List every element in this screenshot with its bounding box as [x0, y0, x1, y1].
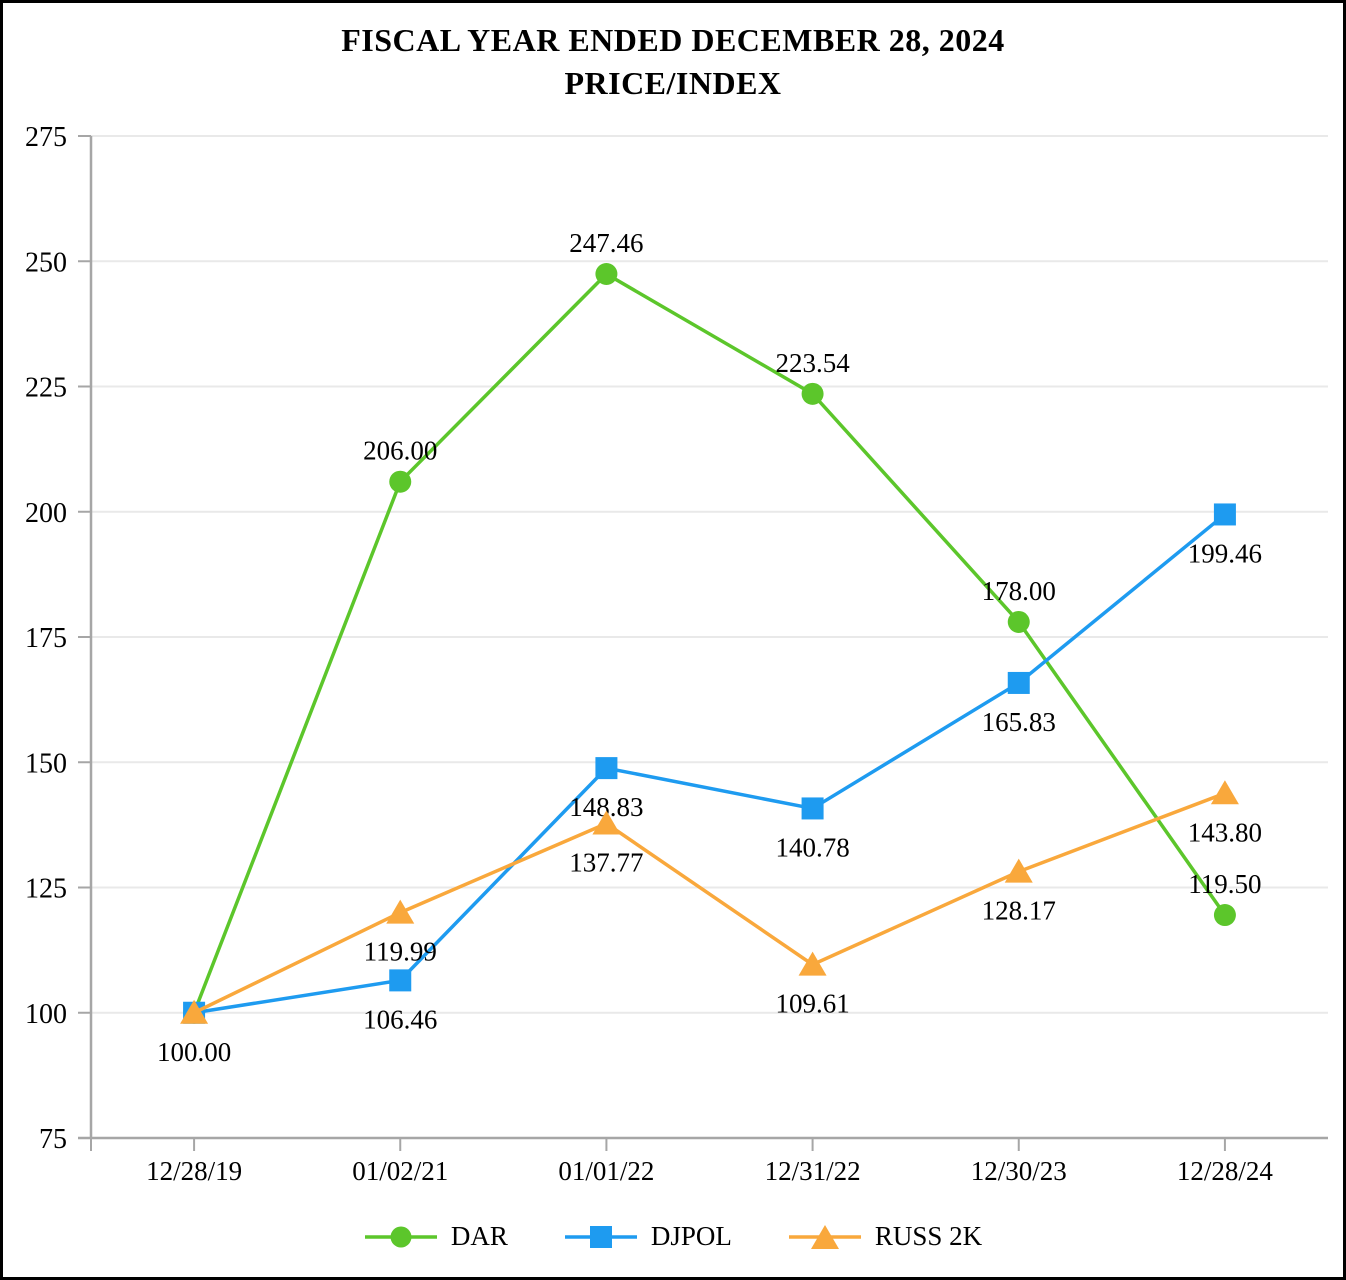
- legend-label-dar: DAR: [450, 1221, 508, 1251]
- square-marker-icon: [1213, 503, 1236, 526]
- data-label-dar: 223.54: [775, 348, 850, 378]
- legend-item-dar: DAR: [364, 1221, 508, 1252]
- circle-marker-icon: [801, 382, 824, 405]
- chart-title-line1: FISCAL YEAR ENDED DECEMBER 28, 2024: [341, 22, 1005, 58]
- triangle-marker-icon: [788, 1224, 861, 1249]
- square-marker-icon: [389, 969, 412, 992]
- square-marker-icon: [1007, 671, 1030, 694]
- series-line-russ-2k: [193, 791, 1226, 1015]
- data-label-russ-2k: 128.17: [982, 896, 1056, 926]
- triangle-marker-icon: [1004, 858, 1033, 883]
- data-label-dar: 178.00: [982, 576, 1056, 606]
- data-label-russ-2k: 109.61: [775, 989, 849, 1019]
- data-label-russ-2k: 137.77: [569, 848, 643, 878]
- legend-item-russ-2k: RUSS 2K: [788, 1221, 982, 1252]
- data-label-dar: 206.00: [363, 436, 437, 466]
- y-axis-label: 175: [25, 623, 67, 654]
- legend-label-russ-2k: RUSS 2K: [874, 1221, 983, 1251]
- square-marker-icon: [801, 797, 824, 820]
- y-axis-label: 250: [25, 247, 67, 278]
- chart-title: FISCAL YEAR ENDED DECEMBER 28, 2024 PRIC…: [3, 19, 1343, 105]
- x-axis-label: 01/02/21: [352, 1156, 448, 1186]
- legend: DAR DJPOL RUSS 2K: [3, 1221, 1343, 1252]
- data-label-djpol: 199.46: [1188, 538, 1262, 568]
- triangle-marker-icon: [592, 810, 621, 835]
- triangle-marker-icon: [798, 951, 827, 976]
- triangle-marker-icon: [386, 899, 415, 924]
- y-axis-label: 100: [25, 999, 67, 1030]
- data-label-djpol: 165.83: [982, 707, 1056, 737]
- x-axis-label: 12/31/22: [765, 1156, 861, 1186]
- triangle-marker-icon: [180, 999, 209, 1024]
- data-label-djpol: 106.46: [363, 1004, 437, 1034]
- data-label-dar: 119.50: [1188, 869, 1261, 899]
- y-axis-label: 275: [25, 122, 67, 153]
- x-axis-label: 01/01/22: [558, 1156, 654, 1186]
- data-label-russ-2k: 143.80: [1188, 817, 1262, 847]
- triangle-marker-icon: [1210, 780, 1239, 805]
- series-line-djpol: [193, 513, 1227, 1015]
- circle-marker-icon: [595, 262, 618, 285]
- square-marker-icon: [564, 1225, 637, 1248]
- x-axis-label: 12/28/24: [1177, 1156, 1274, 1186]
- chart-plot: 75 100 125 150 175 200 225 250 275 12/28/19 01/02/…: [25, 122, 1328, 1186]
- y-axis-label: 125: [25, 874, 67, 905]
- chart-title-line2: PRICE/INDEX: [564, 65, 782, 102]
- series-line-dar: [192, 271, 1227, 1014]
- data-label-dar: 100.00: [157, 1037, 231, 1067]
- y-axis-label: 200: [25, 498, 67, 529]
- data-label-dar: 247.46: [569, 228, 643, 258]
- circle-marker-icon: [389, 470, 412, 493]
- data-label-djpol: 140.78: [775, 832, 849, 862]
- circle-marker-icon: [1007, 610, 1030, 633]
- y-axis-label: 75: [39, 1124, 67, 1155]
- x-axis-label: 12/30/23: [971, 1156, 1067, 1186]
- y-axis-label: 225: [25, 373, 67, 404]
- legend-item-djpol: DJPOL: [564, 1221, 732, 1252]
- x-axis-label: 12/28/19: [146, 1156, 242, 1186]
- data-label-russ-2k: 119.99: [364, 937, 437, 967]
- legend-label-djpol: DJPOL: [650, 1221, 732, 1251]
- circle-marker-icon: [364, 1226, 437, 1247]
- square-marker-icon: [595, 757, 618, 780]
- y-axis-label: 150: [25, 748, 67, 779]
- circle-marker-icon: [1213, 904, 1236, 927]
